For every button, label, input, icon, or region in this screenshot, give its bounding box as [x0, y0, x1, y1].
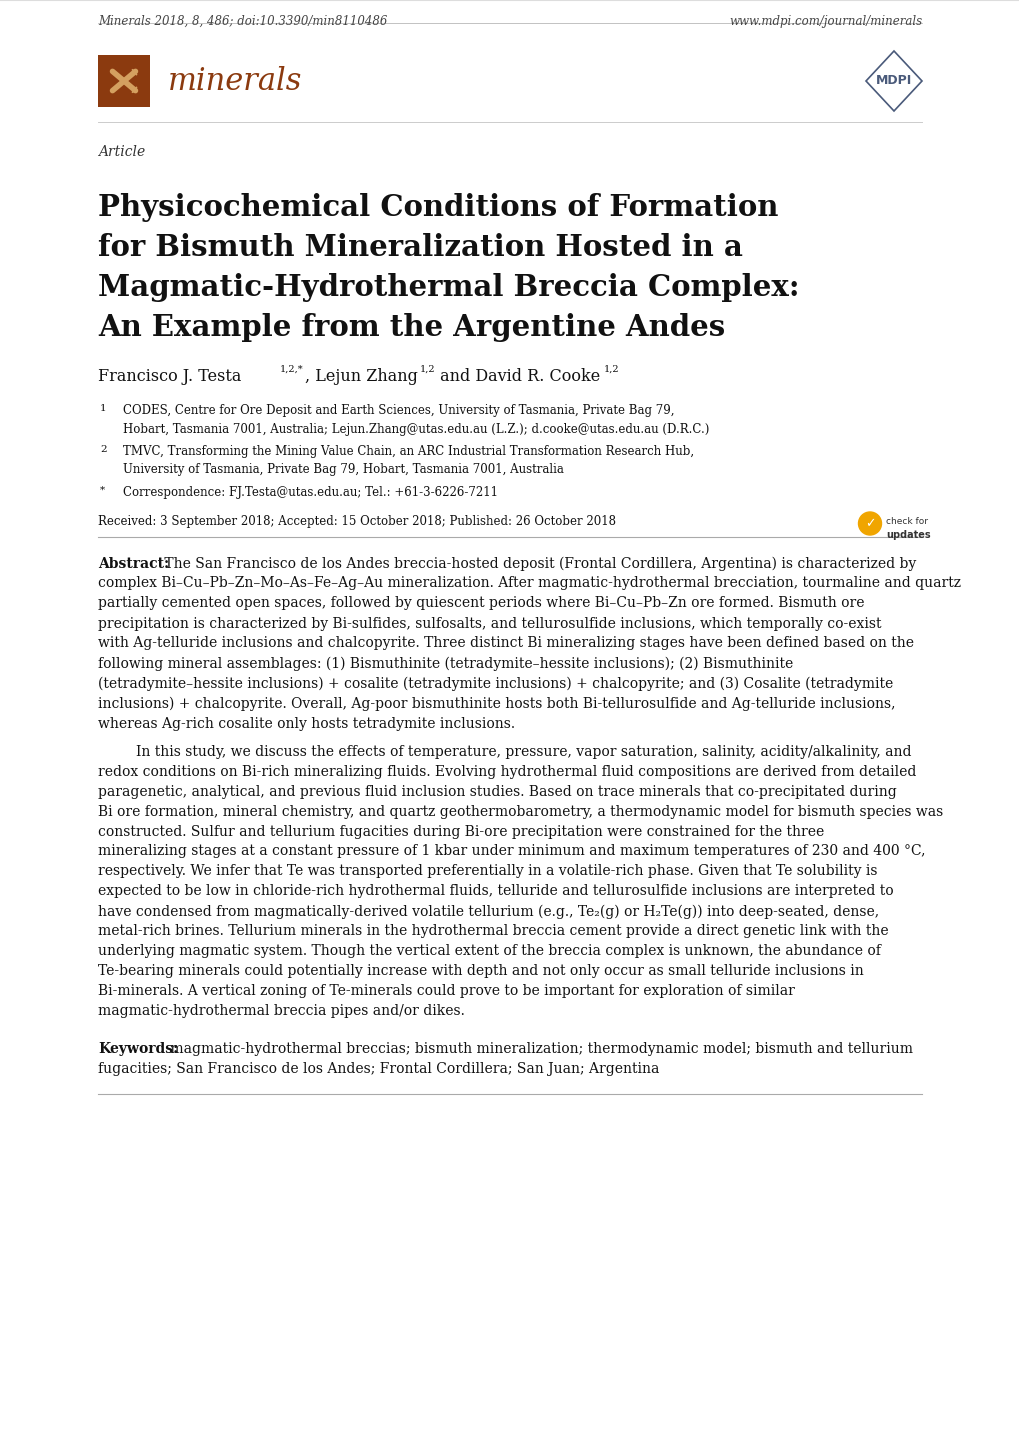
Text: 2: 2: [100, 446, 107, 454]
Text: expected to be low in chloride-rich hydrothermal fluids, telluride and tellurosu: expected to be low in chloride-rich hydr…: [98, 884, 893, 898]
Text: Abstract:: Abstract:: [98, 557, 169, 571]
Text: 1,2: 1,2: [603, 365, 619, 373]
Polygon shape: [131, 69, 137, 75]
Text: mineralizing stages at a constant pressure of 1 kbar under minimum and maximum t: mineralizing stages at a constant pressu…: [98, 845, 924, 858]
Text: whereas Ag-rich cosalite only hosts tetradymite inclusions.: whereas Ag-rich cosalite only hosts tetr…: [98, 717, 515, 731]
Text: minerals: minerals: [168, 65, 302, 97]
Text: respectively. We infer that Te was transported preferentially in a volatile-rich: respectively. We infer that Te was trans…: [98, 865, 876, 878]
Text: Keywords:: Keywords:: [98, 1043, 178, 1057]
Text: Bi ore formation, mineral chemistry, and quartz geothermobarometry, a thermodyna: Bi ore formation, mineral chemistry, and…: [98, 805, 943, 819]
Text: (tetradymite–hessite inclusions) + cosalite (tetradymite inclusions) + chalcopyr: (tetradymite–hessite inclusions) + cosal…: [98, 676, 893, 691]
Text: inclusions) + chalcopyrite. Overall, Ag-poor bismuthinite hosts both Bi-telluros: inclusions) + chalcopyrite. Overall, Ag-…: [98, 696, 895, 711]
Text: fugacities; San Francisco de los Andes; Frontal Cordillera; San Juan; Argentina: fugacities; San Francisco de los Andes; …: [98, 1063, 658, 1077]
Text: partially cemented open spaces, followed by quiescent periods where Bi–Cu–Pb–Zn : partially cemented open spaces, followed…: [98, 597, 864, 610]
Text: precipitation is characterized by Bi-sulfides, sulfosalts, and tellurosulfide in: precipitation is characterized by Bi-sul…: [98, 617, 880, 630]
Text: magmatic-hydrothermal breccia pipes and/or dikes.: magmatic-hydrothermal breccia pipes and/…: [98, 1005, 465, 1018]
Text: Received: 3 September 2018; Accepted: 15 October 2018; Published: 26 October 201: Received: 3 September 2018; Accepted: 15…: [98, 515, 615, 528]
Text: updates: updates: [886, 529, 929, 539]
Text: Physicochemical Conditions of Formation: Physicochemical Conditions of Formation: [98, 193, 777, 222]
Text: Correspondence: FJ.Testa@utas.edu.au; Tel.: +61-3-6226-7211: Correspondence: FJ.Testa@utas.edu.au; Te…: [123, 486, 497, 499]
Text: complex Bi–Cu–Pb–Zn–Mo–As–Fe–Ag–Au mineralization. After magmatic-hydrothermal b: complex Bi–Cu–Pb–Zn–Mo–As–Fe–Ag–Au miner…: [98, 577, 960, 591]
Text: Article: Article: [98, 146, 145, 159]
Text: paragenetic, analytical, and previous fluid inclusion studies. Based on trace mi: paragenetic, analytical, and previous fl…: [98, 784, 896, 799]
Circle shape: [858, 512, 880, 535]
Text: Hobart, Tasmania 7001, Australia; Lejun.Zhang@utas.edu.au (L.Z.); d.cooke@utas.e: Hobart, Tasmania 7001, Australia; Lejun.…: [123, 423, 708, 435]
Text: Magmatic-Hydrothermal Breccia Complex:: Magmatic-Hydrothermal Breccia Complex:: [98, 273, 799, 301]
Text: www.mdpi.com/journal/minerals: www.mdpi.com/journal/minerals: [729, 14, 921, 27]
Text: MDPI: MDPI: [875, 75, 911, 88]
Text: An Example from the Argentine Andes: An Example from the Argentine Andes: [98, 313, 725, 342]
Text: University of Tasmania, Private Bag 79, Hobart, Tasmania 7001, Australia: University of Tasmania, Private Bag 79, …: [123, 463, 564, 476]
Text: for Bismuth Mineralization Hosted in a: for Bismuth Mineralization Hosted in a: [98, 234, 742, 262]
Text: with Ag-telluride inclusions and chalcopyrite. Three distinct Bi mineralizing st: with Ag-telluride inclusions and chalcop…: [98, 636, 913, 650]
Text: Francisco J. Testa: Francisco J. Testa: [98, 368, 242, 385]
Text: CODES, Centre for Ore Deposit and Earth Sciences, University of Tasmania, Privat: CODES, Centre for Ore Deposit and Earth …: [123, 404, 674, 417]
Text: 1,2: 1,2: [420, 365, 435, 373]
Text: ✓: ✓: [864, 518, 874, 531]
Text: redox conditions on Bi-rich mineralizing fluids. Evolving hydrothermal fluid com: redox conditions on Bi-rich mineralizing…: [98, 764, 915, 779]
Text: *: *: [100, 486, 105, 495]
Text: constructed. Sulfur and tellurium fugacities during Bi-ore precipitation were co: constructed. Sulfur and tellurium fugaci…: [98, 825, 823, 838]
Text: magmatic-hydrothermal breccias; bismuth mineralization; thermodynamic model; bis: magmatic-hydrothermal breccias; bismuth …: [166, 1043, 912, 1057]
Text: Bi-minerals. A vertical zoning of Te-minerals could prove to be important for ex: Bi-minerals. A vertical zoning of Te-min…: [98, 985, 794, 998]
Text: , Lejun Zhang: , Lejun Zhang: [305, 368, 418, 385]
Text: and David R. Cooke: and David R. Cooke: [434, 368, 599, 385]
Text: The San Francisco de los Andes breccia-hosted deposit (Frontal Cordillera, Argen: The San Francisco de los Andes breccia-h…: [160, 557, 915, 571]
Text: TMVC, Transforming the Mining Value Chain, an ARC Industrial Transformation Rese: TMVC, Transforming the Mining Value Chai…: [123, 446, 694, 459]
Text: Te-bearing minerals could potentially increase with depth and not only occur as : Te-bearing minerals could potentially in…: [98, 965, 863, 979]
Text: Minerals 2018, 8, 486; doi:10.3390/min8110486: Minerals 2018, 8, 486; doi:10.3390/min81…: [98, 14, 387, 27]
Text: In this study, we discuss the effects of temperature, pressure, vapor saturation: In this study, we discuss the effects of…: [136, 744, 911, 758]
Text: underlying magmatic system. Though the vertical extent of the breccia complex is: underlying magmatic system. Though the v…: [98, 945, 880, 959]
Text: 1: 1: [100, 404, 107, 412]
Text: metal-rich brines. Tellurium minerals in the hydrothermal breccia cement provide: metal-rich brines. Tellurium minerals in…: [98, 924, 888, 939]
Polygon shape: [131, 87, 137, 92]
FancyBboxPatch shape: [98, 55, 150, 107]
Text: check for: check for: [886, 518, 927, 526]
Text: have condensed from magmatically-derived volatile tellurium (e.g., Te₂(g) or H₂T: have condensed from magmatically-derived…: [98, 904, 878, 919]
Text: 1,2,*: 1,2,*: [280, 365, 304, 373]
Text: following mineral assemblages: (1) Bismuthinite (tetradymite–hessite inclusions): following mineral assemblages: (1) Bismu…: [98, 656, 793, 671]
